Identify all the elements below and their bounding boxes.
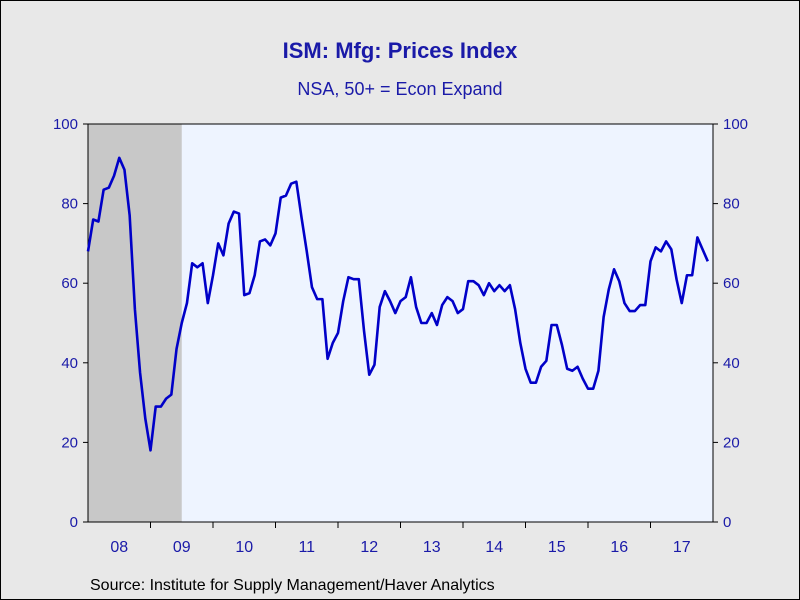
chart-subtitle: NSA, 50+ = Econ Expand bbox=[297, 79, 503, 99]
y-tick-label-right: 20 bbox=[723, 434, 740, 451]
y-tick-label-right: 40 bbox=[723, 355, 740, 372]
y-tick-label-left: 60 bbox=[61, 275, 78, 292]
x-tick-label: 17 bbox=[673, 539, 691, 556]
x-tick-label: 15 bbox=[548, 539, 566, 556]
y-tick-label-right: 60 bbox=[723, 275, 740, 292]
chart-title: ISM: Mfg: Prices Index bbox=[282, 38, 518, 63]
x-tick-label: 14 bbox=[485, 539, 503, 556]
x-tick-label: 11 bbox=[298, 539, 315, 556]
y-tick-label-right: 0 bbox=[723, 514, 731, 531]
x-tick-label: 10 bbox=[235, 539, 253, 556]
chart-source: Source: Institute for Supply Management/… bbox=[90, 577, 495, 594]
series-line bbox=[86, 156, 709, 452]
y-tick-label-left: 0 bbox=[70, 514, 78, 531]
x-tick-label: 08 bbox=[110, 539, 128, 556]
y-tick-label-right: 100 bbox=[723, 116, 748, 133]
y-tick-label-right: 80 bbox=[723, 196, 740, 213]
plot-area bbox=[88, 124, 713, 522]
x-tick-label: 12 bbox=[360, 539, 378, 556]
y-tick-label-left: 40 bbox=[61, 355, 78, 372]
y-tick-label-left: 100 bbox=[53, 116, 78, 133]
y-tick-label-left: 20 bbox=[61, 434, 78, 451]
x-tick-label: 13 bbox=[423, 539, 441, 556]
x-tick-label: 09 bbox=[173, 539, 191, 556]
y-tick-label-left: 80 bbox=[61, 196, 78, 213]
x-tick-label: 16 bbox=[610, 539, 628, 556]
